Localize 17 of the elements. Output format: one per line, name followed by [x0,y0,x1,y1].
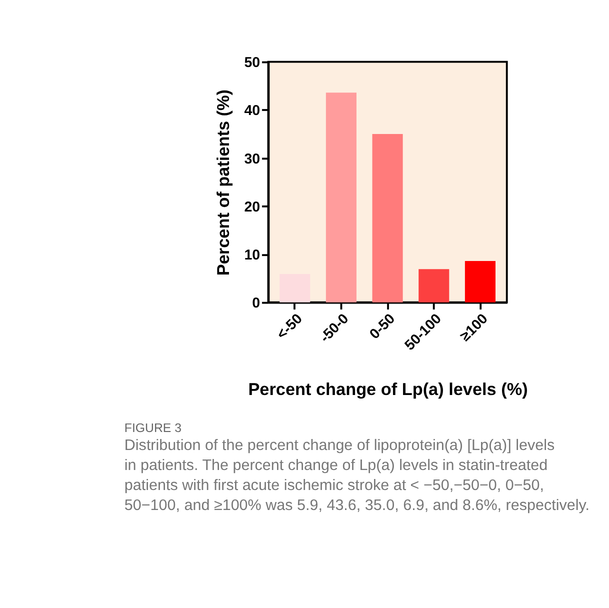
text: Distribution of the percent change of lipoprotein(a) [Lp(a)] levels in patients. The percent change of Lp(a) levels in statin-treated patients with first acute ischemic stroke at < −50,−50−0, 0−50, 50−100, and ≥100% was 5.9, 43.6, 35.0, 6.9, and 8.6%, respectively. [124,436,590,514]
bar [464,260,496,302]
y-tick-label: 0 [252,296,260,312]
x-tick-label: 0-50 [366,310,398,343]
bar [418,269,450,302]
y-axis-title: Percent of patients (%) [212,90,233,276]
bar [280,274,310,302]
y-tick-label: 50 [244,55,260,72]
x-axis-title: Percent change of Lp(a) levels (%) [248,379,528,400]
y-tick-label: 20 [244,199,260,216]
caption: FIGURE 3 [124,420,182,435]
x-tick-label: <-50 [274,310,306,343]
bar [372,134,403,302]
y-tick-label: 40 [244,103,260,120]
bar [326,92,356,302]
y-tick-label: 10 [244,247,260,264]
y-tick-label: 30 [244,151,260,168]
